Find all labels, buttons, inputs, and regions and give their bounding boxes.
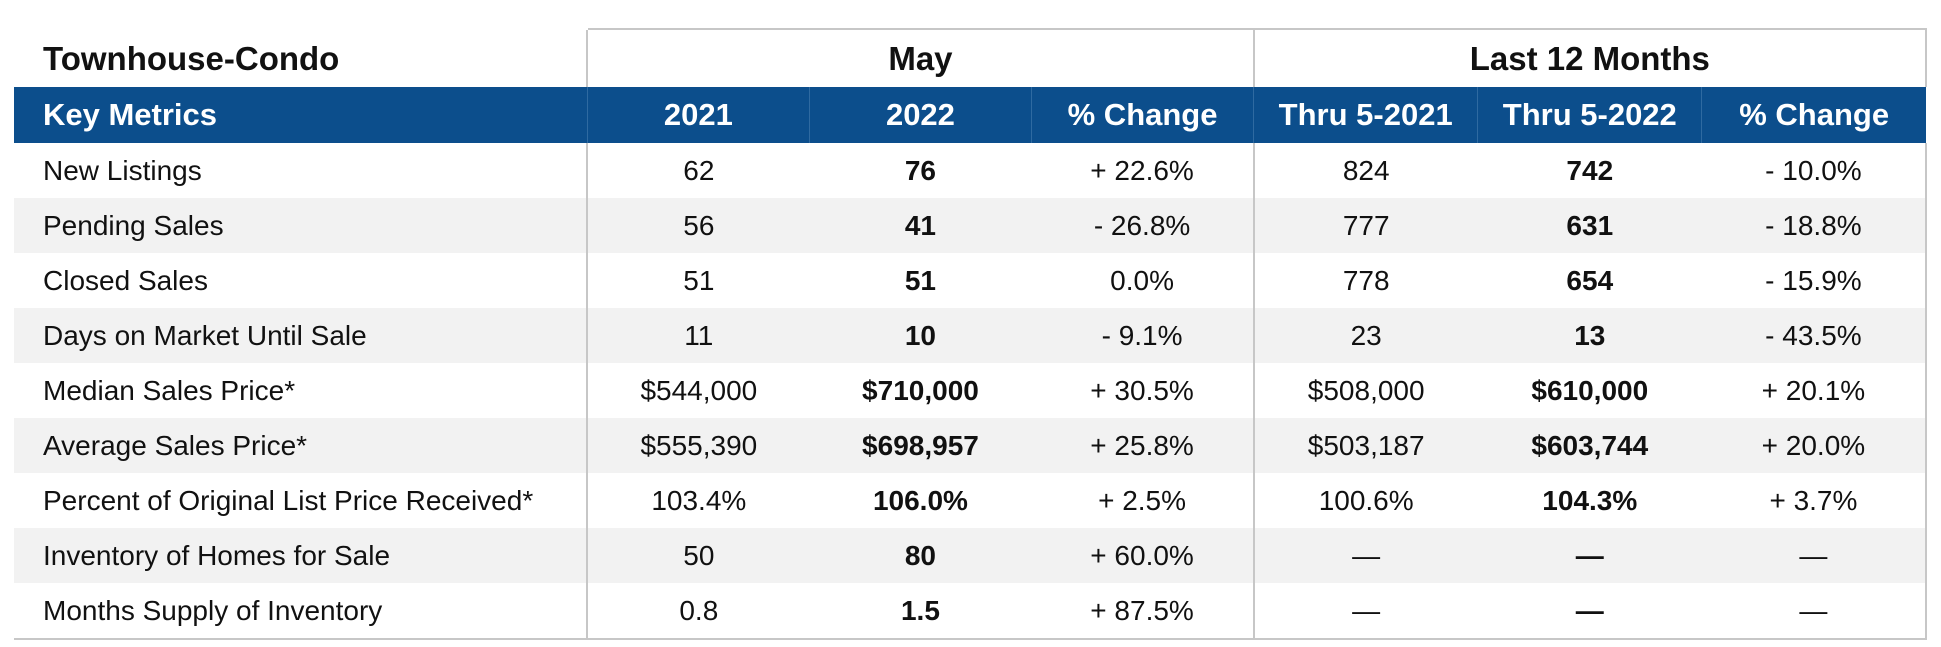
may-percent-change: - 9.1% xyxy=(1031,308,1254,363)
last-12-percent-change: - 43.5% xyxy=(1701,308,1928,363)
thru-5-2022-value: $610,000 xyxy=(1531,374,1649,406)
metric-label: Percent of Original List Price Received* xyxy=(43,484,534,516)
last-12-percent-change: - 10.0% xyxy=(1701,143,1928,198)
last-12-percent-change: + 20.0% xyxy=(1701,418,1928,473)
may-percent-change: + 60.0% xyxy=(1031,528,1254,583)
thru-5-2022-value: $603,744 xyxy=(1477,418,1702,473)
may-percent-change: - 26.8% xyxy=(1031,198,1254,253)
metric-label: Median Sales Price* xyxy=(43,374,296,406)
thru-5-2021-value: 23 xyxy=(1252,308,1478,363)
column-header-12mo-percent-change: % Change xyxy=(1701,87,1926,143)
may-2021-value: 56 xyxy=(586,198,810,253)
last-12-percent-change: + 20.1% xyxy=(1701,363,1928,418)
thru-5-2022-value: — xyxy=(1477,528,1702,583)
thru-5-2021-value: 824 xyxy=(1252,143,1478,198)
may-2021-value: $555,390 xyxy=(586,418,810,473)
may-2022-value: 76 xyxy=(904,154,937,186)
last-12-percent-change: — xyxy=(1701,583,1928,640)
thru-5-2022-value: 654 xyxy=(1566,264,1614,296)
may-percent-change: 0.0% xyxy=(1110,264,1174,296)
may-2021-value: 11 xyxy=(586,308,810,363)
group-header-may: May xyxy=(586,28,1254,87)
table-body: New Listings 62 76 + 22.6% 824 742- 10.0% Pend… xyxy=(14,143,1928,640)
table-row: Inventory of Homes for Sale 50 80 + 60.0% — —… xyxy=(14,528,1928,583)
column-header-row: Key Metrics 2021 2022 % Change Thru 5-20… xyxy=(14,87,1926,143)
metric-label: Average Sales Price* xyxy=(14,418,588,473)
may-2021-value: 51 xyxy=(586,253,810,308)
table-row: Median Sales Price* $544,000 $710,000 + 30.… xyxy=(14,363,1928,418)
thru-5-2022-value: 742 xyxy=(1566,154,1614,186)
may-percent-change: + 22.6% xyxy=(1090,154,1194,186)
may-percent-change: + 25.8% xyxy=(1031,418,1254,473)
may-2022-value: 80 xyxy=(809,528,1032,583)
may-2021-value: 103.4% xyxy=(586,473,810,528)
thru-5-2021-value: 777 xyxy=(1252,198,1478,253)
last-12-percent-change: + 3.7% xyxy=(1701,473,1928,528)
metric-label: Pending Sales xyxy=(14,198,588,253)
thru-5-2021-value: 100.6% xyxy=(1252,473,1478,528)
thru-5-2022-value: — xyxy=(1477,583,1702,640)
column-header-2022: 2022 xyxy=(808,87,1032,143)
last-12-percent-change: — xyxy=(1701,528,1928,583)
metrics-table-container: Townhouse-Condo May Last 12 Months Key M… xyxy=(14,28,1928,640)
metric-label: Closed Sales xyxy=(43,264,208,296)
may-2021-value: 50 xyxy=(586,528,810,583)
may-2022-value: $698,957 xyxy=(809,418,1032,473)
thru-5-2022-value: 631 xyxy=(1477,198,1702,253)
table-row: Percent of Original List Price Received*… xyxy=(14,473,1928,528)
table-row: Months Supply of Inventory 0.8 1.5 + 87.5% —… xyxy=(14,583,1928,640)
may-2022-value: 1.5 xyxy=(809,583,1032,640)
may-2021-value: 62 xyxy=(586,143,810,198)
column-header-may-percent-change: % Change xyxy=(1030,87,1254,143)
may-2022-value: $710,000 xyxy=(862,374,979,406)
group-header-last-12-months: Last 12 Months xyxy=(1252,28,1928,87)
column-header-thru-5-2022: Thru 5-2022 xyxy=(1477,87,1702,143)
column-header-thru-5-2021: Thru 5-2021 xyxy=(1253,87,1478,143)
column-header-2021: 2021 xyxy=(586,87,810,143)
last-12-percent-change: - 18.8% xyxy=(1701,198,1928,253)
may-percent-change: + 30.5% xyxy=(1090,374,1194,406)
metric-label: New Listings xyxy=(43,154,202,186)
table-row: Pending Sales 56 41- 26.8% 777 631- 18.8% xyxy=(14,198,1928,253)
column-header-key-metrics: Key Metrics xyxy=(14,87,588,143)
thru-5-2021-value: $503,187 xyxy=(1252,418,1478,473)
thru-5-2021-value: — xyxy=(1252,528,1478,583)
table-row: Closed Sales 51 51 0.0% 778 654 - 15.9% xyxy=(14,253,1928,308)
key-metrics-table: Townhouse-Condo May Last 12 Months Key M… xyxy=(14,28,1928,640)
may-percent-change: + 87.5% xyxy=(1031,583,1254,640)
may-2021-value: 0.8 xyxy=(586,583,810,640)
may-2022-value: 10 xyxy=(809,308,1032,363)
thru-5-2021-value: — xyxy=(1252,583,1478,640)
table-row: Days on Market Until Sale 11 10- 9.1% 23 13-… xyxy=(14,308,1928,363)
metric-label: Inventory of Homes for Sale xyxy=(14,528,588,583)
table-row: Average Sales Price* $555,390 $698,957 + 25… xyxy=(14,418,1928,473)
may-2022-value: 106.0% xyxy=(872,484,968,516)
thru-5-2021-value: $508,000 xyxy=(1252,363,1478,418)
thru-5-2022-value: 104.3% xyxy=(1542,484,1638,516)
last-12-percent-change: - 15.9% xyxy=(1701,253,1928,308)
metric-label: Days on Market Until Sale xyxy=(14,308,588,363)
may-percent-change: + 2.5% xyxy=(1098,484,1187,516)
may-2021-value: $544,000 xyxy=(586,363,810,418)
table-row: New Listings 62 76 + 22.6% 824 742 - 10.0% xyxy=(14,143,1928,198)
table-title: Townhouse-Condo xyxy=(43,39,340,77)
may-2022-value: 41 xyxy=(809,198,1032,253)
thru-5-2021-value: 778 xyxy=(1252,253,1478,308)
thru-5-2022-value: 13 xyxy=(1477,308,1702,363)
metric-label: Months Supply of Inventory xyxy=(14,583,588,640)
group-header-row: Townhouse-Condo May Last 12 Months xyxy=(14,28,1928,87)
may-2022-value: 51 xyxy=(904,264,937,296)
